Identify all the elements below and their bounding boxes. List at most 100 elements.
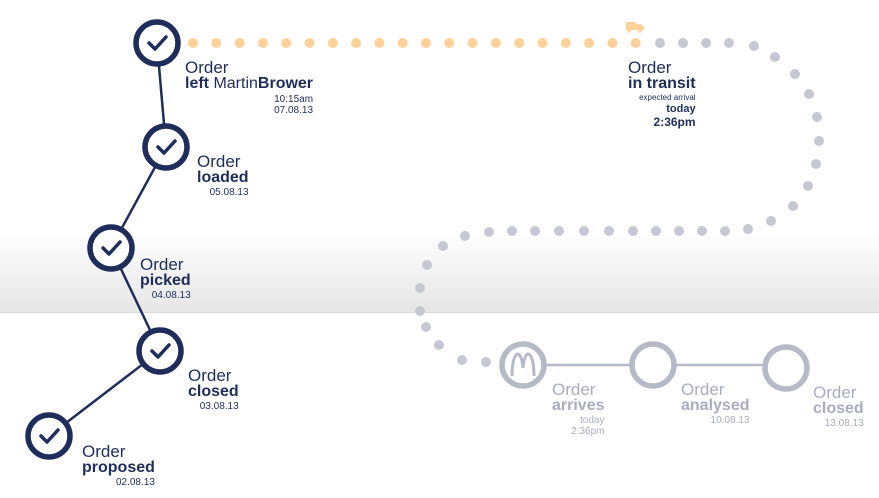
transit-remaining-dot [554, 226, 564, 236]
transit-progress-dot [467, 38, 478, 48]
transit-remaining-dot [651, 226, 661, 236]
transit-remaining-dot [457, 355, 467, 365]
transit-remaining-dot [720, 226, 730, 236]
transit-remaining-dots [415, 38, 824, 367]
check-icon [150, 343, 171, 359]
transit-remaining-dot [604, 226, 614, 236]
transit-remaining-dot [749, 41, 759, 51]
transit-remaining-dot [788, 201, 798, 211]
truck-icon [626, 22, 644, 33]
step-label-loaded: Order loaded 05.08.13 [197, 153, 249, 198]
step-date: 10.08.13 [710, 415, 750, 426]
status-name: Martin [213, 75, 258, 92]
step-status: arrives [552, 397, 605, 414]
transit-remaining-dot [803, 181, 813, 191]
future-step-node-arrives[interactable] [499, 341, 547, 389]
expected-arrival-time: 2:36pm [653, 115, 696, 129]
transit-progress-dot [490, 38, 501, 48]
check-icon [101, 240, 122, 256]
expected-arrival-caption: expected arrival [639, 93, 696, 102]
step-title: Order [188, 366, 232, 385]
step-label-arrives: Order arrives today 2:36pm [552, 381, 605, 437]
step-label-analysed: Order analysed 10.08.13 [681, 381, 749, 426]
transit-progress-dot [421, 38, 431, 48]
step-title: Order [628, 58, 672, 77]
transit-progress-dot [211, 38, 222, 48]
transit-remaining-dot [438, 241, 448, 251]
transit-progress-dots [188, 38, 641, 48]
transit-progress-dot [444, 38, 455, 48]
future-step-node-analysed[interactable] [629, 341, 677, 389]
step-date: 04.08.13 [151, 290, 191, 301]
transit-remaining-dot [743, 224, 753, 234]
status-name-bold: Brower [257, 75, 314, 92]
step-date: 05.08.13 [209, 187, 249, 198]
transit-remaining-dot [655, 38, 665, 48]
transit-progress-dot [514, 38, 525, 48]
step-time: 2:36pm [571, 426, 605, 437]
step-status: analysed [681, 397, 750, 414]
step-title: Order [552, 380, 596, 399]
transit-progress-dot [327, 38, 338, 48]
step-status: proposed [82, 459, 155, 476]
step-title: Order [140, 255, 184, 274]
transit-remaining-dot [674, 226, 684, 236]
step-label-picked: Order picked 04.08.13 [140, 256, 191, 301]
step-title: Order [197, 152, 241, 171]
transit-remaining-dot [724, 38, 734, 48]
expected-arrival-day: today [666, 103, 696, 115]
transit-remaining-dot [811, 159, 821, 169]
step-title: Order [813, 383, 857, 402]
transit-progress-dot [351, 38, 362, 48]
transit-progress-dot [397, 38, 408, 48]
step-day: today [580, 415, 605, 426]
completed-step-node[interactable] [133, 19, 181, 67]
transit-remaining-dot [460, 231, 470, 241]
step-date: 02.08.13 [115, 477, 155, 488]
step-time: 10:15am [274, 94, 314, 105]
background-band-divider [0, 312, 879, 313]
transit-remaining-dot [628, 226, 638, 236]
transit-progress-dot [560, 38, 571, 48]
step-status: picked [140, 272, 191, 289]
completed-step-node[interactable] [136, 327, 184, 375]
completed-step-node[interactable] [142, 123, 190, 171]
step-date: 13.08.13 [824, 418, 864, 429]
transit-remaining-dot [814, 136, 824, 146]
status-prefix: left [185, 75, 214, 92]
step-title: Order [185, 58, 229, 77]
check-icon [156, 139, 177, 155]
transit-remaining-dot [507, 226, 517, 236]
transit-progress-dot [188, 38, 198, 48]
check-icon [39, 428, 60, 444]
transit-progress-dot [281, 38, 292, 48]
transit-progress-dot [374, 38, 385, 48]
transit-remaining-dot [481, 357, 491, 367]
step-status: left MartinBrower [185, 76, 313, 92]
step-label-proposed: Order proposed 02.08.13 [82, 443, 155, 488]
step-status: in transit [628, 75, 696, 92]
transit-remaining-dot [421, 322, 431, 332]
transit-progress-dot [304, 38, 315, 48]
completed-step-node[interactable] [87, 224, 135, 272]
transit-remaining-dot [415, 283, 425, 293]
transit-remaining-dot [484, 227, 494, 237]
transit-progress-dot [607, 38, 618, 48]
transit-remaining-dot [415, 306, 425, 316]
step-title: Order [681, 380, 725, 399]
transit-progress-dot [234, 38, 245, 48]
transit-remaining-dot [701, 38, 711, 48]
completed-step-node[interactable] [25, 412, 73, 460]
check-icon [147, 35, 168, 51]
transit-progress-dot [584, 38, 595, 48]
step-title: Order [82, 442, 126, 461]
transit-remaining-dot [697, 226, 707, 236]
step-label-closed: Order closed 03.08.13 [188, 367, 239, 412]
future-step-node-closed[interactable] [762, 344, 810, 392]
step-status: closed [813, 400, 864, 417]
step-label-in-transit: Order in transit expected arrival today … [628, 59, 696, 128]
transit-remaining-dot [766, 216, 776, 226]
transit-remaining-dot [804, 89, 814, 99]
step-label-left-martinbrower: Order left MartinBrower 10:15am 07.08.13 [185, 59, 313, 116]
